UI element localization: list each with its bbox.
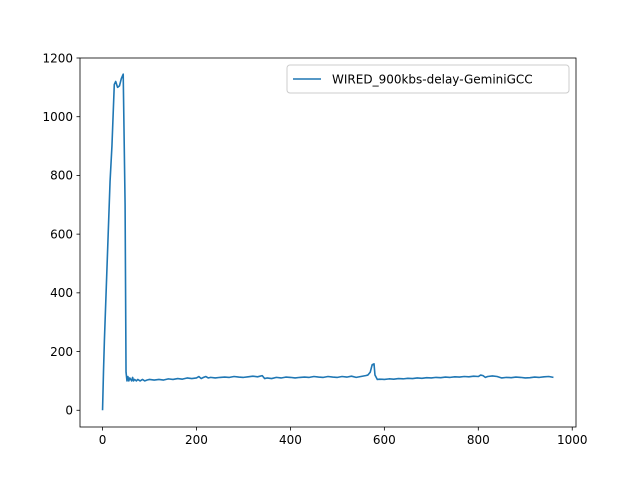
x-tick-label: 1000	[557, 433, 588, 447]
y-tick-label: 200	[50, 345, 73, 359]
y-tick-label: 0	[65, 404, 73, 418]
x-tick-label: 400	[279, 433, 302, 447]
legend: WIRED_900kbs-delay-GeminiGCC	[286, 64, 570, 94]
series-line-0	[101, 73, 554, 411]
x-tick-label: 800	[467, 433, 490, 447]
plot-frame	[79, 57, 577, 428]
y-tick-label: 400	[50, 286, 73, 300]
x-tick-label: 0	[99, 433, 107, 447]
legend-label: WIRED_900kbs-delay-GeminiGCC	[332, 73, 533, 87]
x-tick-label: 200	[185, 433, 208, 447]
y-tick-label: 600	[50, 227, 73, 241]
x-axis: 0 200 400 600 800 1000	[99, 427, 588, 447]
x-tick-label: 600	[373, 433, 396, 447]
plot-area	[80, 58, 576, 427]
y-tick-label: 1200	[42, 51, 73, 65]
series-layer	[101, 73, 554, 411]
legend-box	[286, 64, 570, 94]
y-axis: 0 200 400 600 800 1000 1200	[42, 51, 80, 418]
y-tick-label: 1000	[42, 110, 73, 124]
y-tick-label: 800	[50, 169, 73, 183]
